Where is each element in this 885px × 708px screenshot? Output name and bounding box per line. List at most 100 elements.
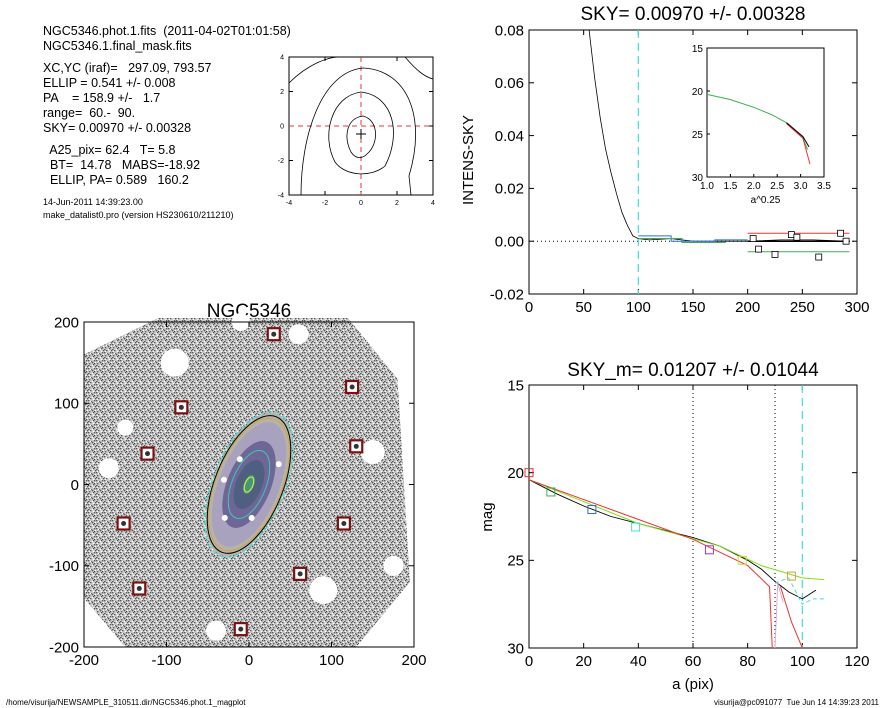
x-tick-label: 0	[245, 652, 253, 669]
profile-line	[779, 586, 803, 649]
star	[271, 331, 277, 337]
x-tick-label: 300	[844, 299, 869, 316]
x-tick-label: 1.5	[723, 181, 737, 192]
data-point	[631, 522, 641, 532]
y-tick-label: 15	[692, 44, 704, 55]
x-tick-label: 3.5	[817, 181, 831, 192]
x-tick-label: 2.5	[770, 181, 784, 192]
y-tick-label: 0.04	[495, 128, 524, 145]
y-axis-label: INTENS-SKY	[460, 115, 477, 205]
info-line: ELLIP = 0.541 +/- 0.008	[43, 76, 176, 90]
y-tick-label: 0	[71, 477, 79, 494]
profile-line	[774, 582, 784, 649]
info-line: NGC5346.1.final_mask.fits	[43, 39, 192, 53]
y-tick-label: 20	[692, 87, 704, 98]
contour	[404, 56, 434, 80]
star	[353, 443, 359, 449]
data-point	[793, 233, 801, 241]
y-tick-label: 0	[280, 123, 284, 130]
info-line: PA = 158.9 +/- 1.7	[43, 91, 161, 105]
y-tick-label: 0.00	[495, 233, 524, 250]
info-line: SKY= 0.00970 +/- 0.00328	[43, 121, 192, 135]
y-tick-label: -100	[49, 558, 79, 575]
data-point	[737, 555, 747, 565]
x-tick-label: 0	[525, 653, 533, 670]
y-tick-label: 25	[692, 130, 704, 141]
masked-region	[117, 419, 134, 436]
x-tick-label: 50	[575, 299, 592, 316]
x-tick-label: 0	[359, 200, 363, 207]
info-line: XC,YC (iraf)= 297.09, 793.57	[43, 61, 212, 75]
x-tick-label: 100	[319, 652, 344, 669]
data-point	[755, 245, 762, 253]
x-tick-label: 0	[525, 299, 533, 316]
star	[178, 404, 184, 410]
y-tick-label: 100	[54, 396, 79, 413]
info-line: ELLIP, PA= 0.589 160.2	[43, 173, 189, 187]
isophote	[206, 415, 292, 554]
masked-star	[221, 514, 228, 521]
x-tick-label: 2	[395, 200, 399, 207]
x-tick-label: 60	[685, 653, 702, 670]
chart-title: SKY_m= 0.01207 +/- 0.01044	[567, 360, 819, 381]
x-tick-label: 250	[790, 299, 815, 316]
y-tick-label: -200	[49, 639, 79, 656]
x-tick-label: 1.0	[700, 181, 714, 192]
x-tick-label: -2	[322, 200, 328, 207]
plot-frame	[528, 384, 858, 649]
masked-region	[383, 555, 404, 576]
chart-title: NGC5346	[207, 301, 292, 322]
x-axis-label: a^0.25	[751, 195, 781, 206]
x-tick-label: 20	[575, 653, 592, 670]
x-axis-label: a (pix)	[672, 676, 714, 693]
galaxy	[204, 411, 294, 558]
x-tick-label: 80	[739, 653, 756, 670]
masked-region	[160, 348, 189, 377]
galaxy-nucleus	[243, 475, 255, 494]
data-point	[546, 487, 556, 497]
masked-star	[220, 476, 227, 483]
isophote	[243, 476, 255, 493]
y-tick-label: 0.06	[495, 75, 524, 92]
x-tick-label: -200	[69, 652, 99, 669]
masked-region	[360, 440, 385, 464]
inset-profile	[786, 123, 811, 165]
data-point	[837, 229, 844, 237]
inset-profile	[786, 122, 810, 148]
y-tick-label: -2	[278, 158, 284, 165]
masked-region	[98, 458, 119, 479]
star	[341, 521, 347, 526]
profile-line	[528, 479, 825, 581]
star	[238, 626, 244, 632]
data-point	[842, 237, 850, 245]
isophote	[227, 450, 271, 519]
contour	[346, 115, 376, 158]
y-tick-label: 15	[507, 377, 524, 394]
x-tick-label: -4	[286, 200, 292, 207]
profile-line	[638, 238, 726, 244]
x-tick-label: -100	[151, 652, 181, 669]
info-line: NGC5346.phot.1.fits (2011-04-02T01:01:58…	[43, 24, 291, 38]
info-panel: NGC5346.phot.1.fits (2011-04-02T01:01:58…	[43, 24, 291, 222]
y-tick-label: 30	[692, 173, 704, 184]
data-point	[704, 545, 714, 555]
data-point	[771, 250, 779, 258]
info-line: A25_pix= 62.4 T= 5.8	[43, 143, 176, 157]
data-point	[815, 253, 823, 261]
star	[349, 384, 355, 390]
contour	[288, 56, 340, 84]
star	[297, 571, 303, 577]
info-line: range= 60.- 90.	[43, 106, 136, 120]
data-point	[749, 235, 757, 242]
y-tick-label: -0.02	[490, 286, 524, 303]
info-date: 14-Jun-2011 14:39:23.00	[43, 197, 143, 207]
masked-star	[248, 514, 255, 521]
masked-star	[236, 456, 243, 463]
x-tick-label: 200	[401, 652, 426, 669]
y-tick-label: 2	[280, 89, 284, 96]
x-tick-label: 4	[431, 200, 435, 207]
contour	[300, 67, 416, 196]
x-tick-label: 40	[630, 653, 647, 670]
profile-line	[774, 577, 825, 605]
x-tick-label: 150	[680, 299, 705, 316]
